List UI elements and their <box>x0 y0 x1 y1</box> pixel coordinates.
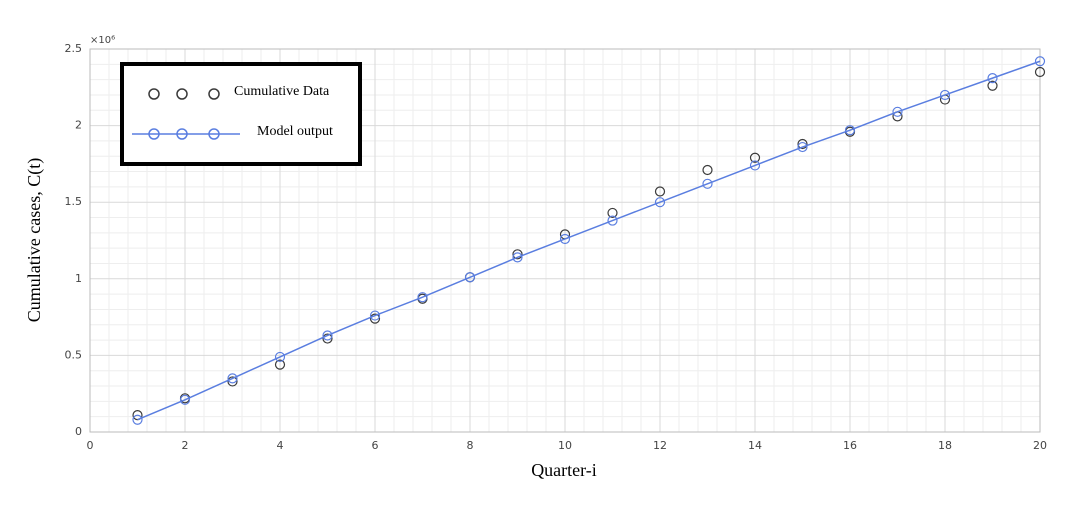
data-point <box>892 106 903 117</box>
data-point <box>464 272 476 283</box>
legend-box <box>120 62 362 166</box>
data-point <box>749 160 761 171</box>
x-tick-label: 12 <box>653 439 667 452</box>
data-point <box>369 310 381 321</box>
data-point <box>607 207 618 219</box>
data-point <box>987 80 998 91</box>
data-point <box>369 313 381 324</box>
data-point <box>1034 66 1046 78</box>
y-tick-label: 0 <box>75 425 82 438</box>
y-axis-label: Cumulative cases, C(t) <box>24 158 45 322</box>
data-point <box>844 125 856 136</box>
legend-marker <box>148 128 160 140</box>
y-tick-label: 1.5 <box>65 195 83 208</box>
x-tick-label: 16 <box>843 439 857 452</box>
data-point <box>702 164 713 176</box>
data-point <box>274 351 286 363</box>
y-tick-label: 2 <box>75 119 82 132</box>
data-point <box>227 373 238 384</box>
legend-marker <box>208 88 220 100</box>
x-tick-label: 14 <box>748 439 762 452</box>
x-tick-label: 20 <box>1033 439 1047 452</box>
data-point <box>749 152 761 163</box>
data-point <box>702 178 713 189</box>
data-point <box>322 330 333 341</box>
data-point <box>797 138 808 150</box>
model-line <box>137 60 1041 421</box>
data-point <box>559 233 571 245</box>
x-tick-label: 18 <box>938 439 952 452</box>
data-point <box>654 197 666 208</box>
data-point <box>274 359 286 370</box>
x-tick-label: 0 <box>87 439 94 452</box>
legend-marker <box>176 128 188 140</box>
data-point <box>654 186 666 197</box>
data-point <box>607 215 618 226</box>
legend-marker <box>148 88 160 100</box>
data-point <box>227 376 238 387</box>
legend-marker <box>208 128 220 140</box>
data-point <box>939 89 951 101</box>
data-point <box>417 292 428 303</box>
x-tick-label: 2 <box>182 439 189 452</box>
data-point <box>179 394 191 405</box>
y-tick-label: 1 <box>75 272 82 285</box>
data-point <box>322 333 333 344</box>
x-tick-label: 10 <box>558 439 572 452</box>
data-point <box>512 252 523 263</box>
x-tick-label: 6 <box>372 439 379 452</box>
plot-frame <box>89 48 1041 433</box>
data-point <box>132 414 143 425</box>
y-tick-label: 2.5 <box>65 42 83 55</box>
legend-label: Model output <box>257 124 333 139</box>
data-point <box>797 141 808 153</box>
y-tick-label: 0.5 <box>65 348 83 361</box>
legend-label: Cumulative Data <box>234 84 330 99</box>
legend-marker <box>176 88 188 100</box>
y-multiplier: ×10⁶ <box>90 35 115 46</box>
x-tick-label: 4 <box>277 439 284 452</box>
x-axis-label: Quarter-i <box>531 460 597 480</box>
data-point <box>1034 56 1046 67</box>
x-tick-label: 8 <box>467 439 474 452</box>
data-point <box>987 73 998 84</box>
data-point <box>512 249 523 260</box>
